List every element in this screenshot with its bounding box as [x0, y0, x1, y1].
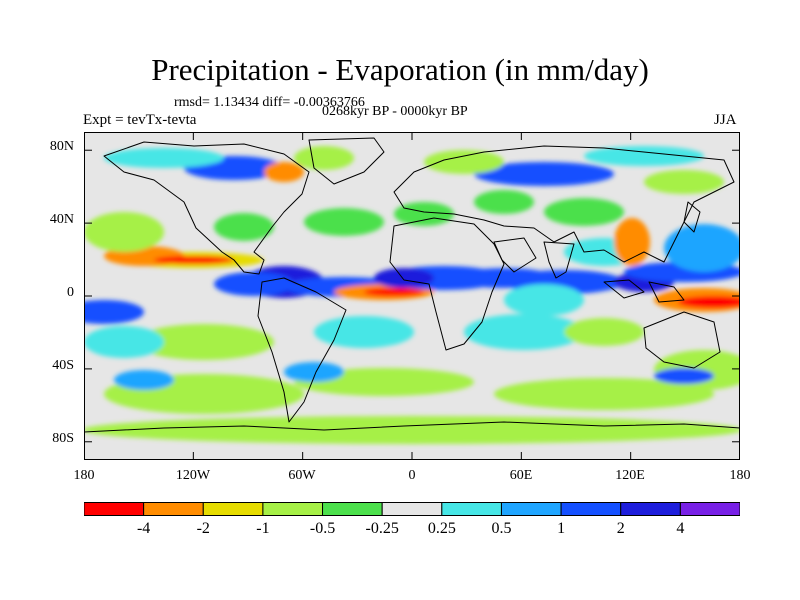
x-tick-180w: 180	[73, 468, 95, 483]
y-tick-40n: 40N	[49, 212, 74, 227]
field-patch	[564, 318, 644, 346]
pe-anomaly-field	[84, 146, 740, 444]
colorbar-box	[84, 502, 145, 516]
colorbar-label: -0.5	[309, 520, 336, 537]
colorbar-box	[620, 502, 681, 516]
field-patch	[474, 162, 614, 186]
colorbar-box	[441, 502, 502, 516]
field-patch	[584, 146, 704, 166]
experiment-label: Expt = tevTx-tevta	[83, 112, 197, 128]
field-patch	[364, 288, 424, 296]
field-patch	[678, 296, 740, 308]
y-tick-0: 0	[67, 285, 74, 300]
y-tick-80s: 80S	[52, 431, 74, 446]
x-tick-60e: 60E	[509, 468, 533, 483]
field-patch	[84, 212, 164, 252]
field-patch	[84, 326, 164, 358]
colorbar	[84, 502, 740, 516]
field-patch	[314, 316, 414, 348]
field-patch	[664, 224, 740, 272]
field-patch	[474, 190, 534, 214]
field-patch	[214, 213, 274, 241]
field-patch	[494, 378, 714, 410]
colorbar-label: -4	[136, 520, 151, 537]
colorbar-label: 0.5	[491, 520, 512, 537]
field-patch	[214, 272, 294, 296]
colorbar-box	[262, 502, 324, 516]
field-patch	[134, 324, 274, 360]
colorbar-label: -0.25	[365, 520, 399, 537]
x-tick-60w: 60W	[288, 468, 316, 483]
colorbar-box	[322, 502, 383, 516]
field-patch	[654, 368, 714, 384]
field-patch	[104, 148, 224, 168]
field-patch	[394, 202, 454, 226]
field-patch	[504, 284, 584, 316]
field-patch	[304, 208, 384, 236]
field-patch	[464, 314, 584, 350]
time-period-label: 0268kyr BP - 0000kyr BP	[322, 104, 468, 119]
colorbar-label: 0.25	[427, 520, 456, 537]
plot-title: Precipitation - Evaporation (in mm/day)	[151, 52, 649, 87]
coastlines	[84, 137, 740, 433]
colorbar-box	[560, 502, 622, 516]
field-patch	[644, 170, 724, 194]
colorbar-label: 4	[676, 520, 685, 537]
colorbar-box	[381, 502, 443, 516]
colorbar-box	[143, 502, 204, 516]
field-patch	[284, 362, 344, 382]
field-patch	[84, 416, 740, 444]
field-patch	[544, 198, 624, 226]
rmsd-diff-stats: rmsd= 1.13434 diff= -0.00363766	[174, 95, 365, 110]
field-patch	[424, 150, 504, 174]
x-tick-0: 0	[408, 468, 416, 483]
colorbar-label: -2	[196, 520, 210, 537]
field-patch	[154, 256, 234, 264]
y-tick-80n: 80N	[49, 139, 74, 154]
map-panel	[84, 132, 740, 460]
y-tick-40s: 40S	[52, 358, 74, 373]
colorbar-box	[679, 502, 740, 516]
colorbar-box	[202, 502, 264, 516]
colorbar-label: 1	[557, 520, 566, 537]
colorbar-label: -1	[256, 520, 270, 537]
field-patch	[84, 300, 144, 324]
field-patch	[114, 370, 174, 390]
colorbar-label: 2	[616, 520, 625, 537]
axis-ticks	[84, 132, 740, 460]
x-tick-120e: 120E	[615, 468, 645, 483]
x-tick-120w: 120W	[175, 468, 211, 483]
field-patch	[264, 162, 304, 182]
x-tick-180e: 180	[729, 468, 751, 483]
field-patch	[294, 146, 354, 170]
season-label: JJA	[714, 112, 737, 128]
field-patch	[374, 268, 434, 288]
colorbar-box	[500, 502, 562, 516]
